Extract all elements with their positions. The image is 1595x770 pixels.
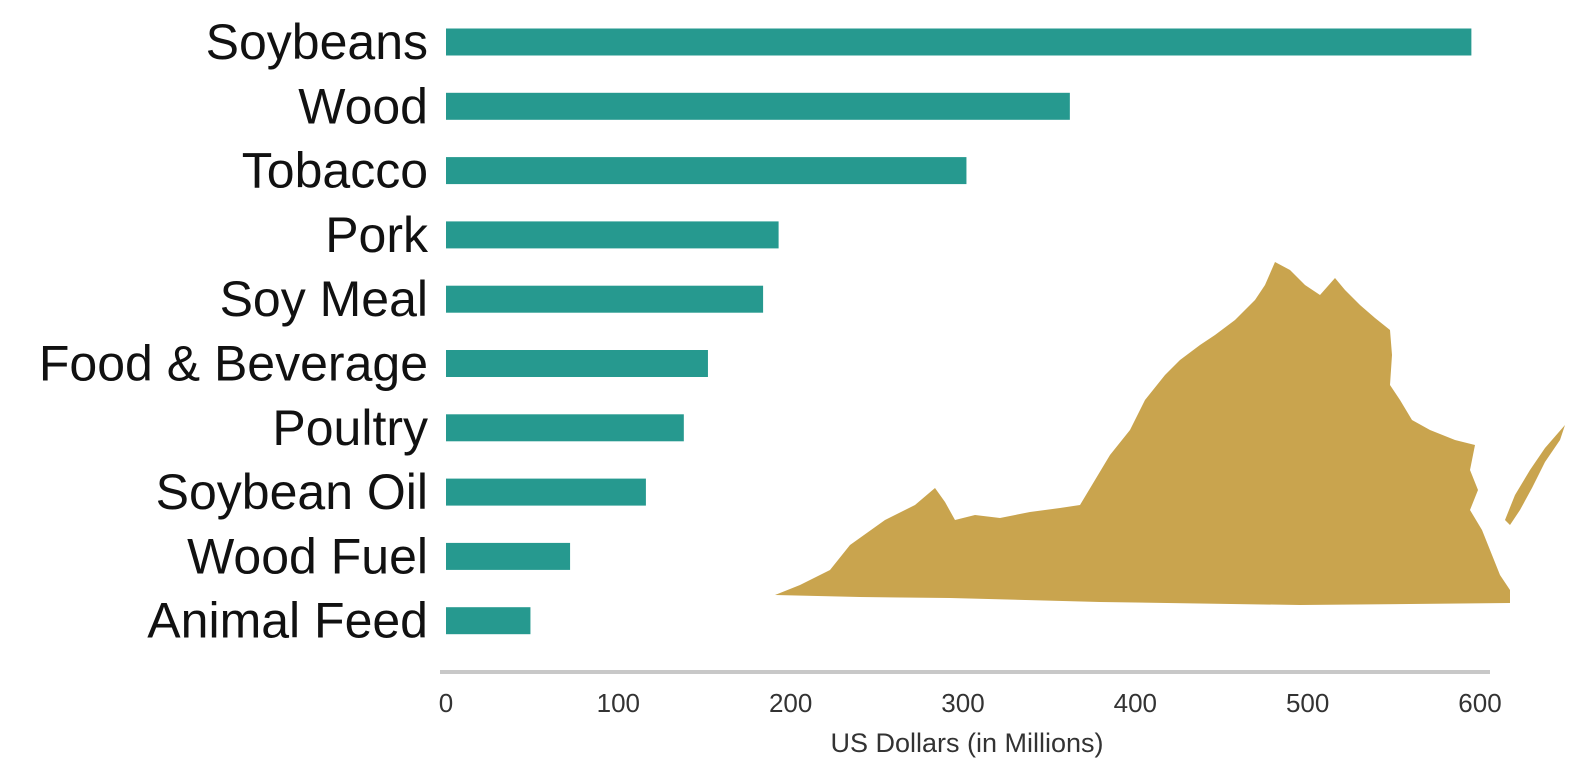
bar-food-beverage	[446, 350, 708, 377]
bar-soybeans	[446, 28, 1472, 56]
category-label: Poultry	[272, 400, 428, 456]
x-tick-label: 300	[941, 688, 984, 718]
bar-poultry	[446, 414, 684, 442]
category-label: Soybeans	[206, 14, 428, 70]
category-label: Pork	[325, 207, 429, 263]
x-tick-label: 400	[1114, 688, 1157, 718]
bar-wood-fuel	[446, 542, 571, 570]
bars	[446, 28, 1472, 635]
x-tick-label: 200	[769, 688, 812, 718]
bar-soy-meal	[446, 285, 764, 313]
category-labels: Soybeans Wood Tobacco Pork Soy Meal Food & Be…	[39, 14, 429, 649]
category-label: Wood	[298, 78, 428, 134]
category-label: Tobacco	[242, 143, 428, 199]
bar-soybean-oil	[446, 478, 646, 506]
category-label: Soy Meal	[220, 271, 428, 327]
category-label: Food & Beverage	[39, 336, 428, 392]
category-label: Animal Feed	[147, 593, 428, 649]
bar-pork	[446, 221, 779, 249]
category-label: Wood Fuel	[187, 528, 428, 584]
x-axis-title: US Dollars (in Millions)	[830, 728, 1103, 758]
x-tick-label: 600	[1458, 688, 1501, 718]
x-tick-label: 0	[439, 688, 453, 718]
x-tick-label: 100	[597, 688, 640, 718]
x-tick-labels: 0 100 200 300 400 500 600	[439, 688, 1502, 718]
x-tick-label: 500	[1286, 688, 1329, 718]
category-label: Soybean Oil	[156, 464, 428, 520]
virginia-state-map-icon	[775, 262, 1565, 605]
bar-tobacco	[446, 157, 967, 185]
bar-wood	[446, 92, 1070, 120]
bar-animal-feed	[446, 607, 531, 635]
